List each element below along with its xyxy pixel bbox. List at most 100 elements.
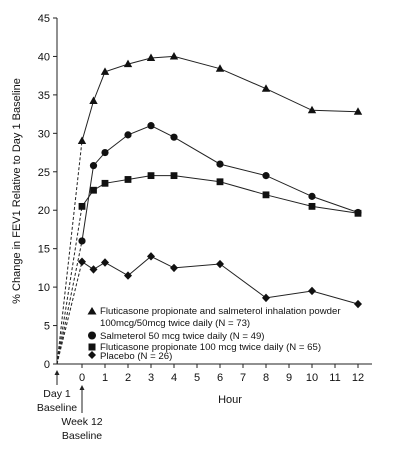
square-data-point bbox=[262, 191, 270, 199]
square-data-point bbox=[124, 176, 132, 183]
legend-label-series-3: Fluticasone propionate 100 mcg twice dai… bbox=[100, 342, 321, 353]
x-tick-label: 8 bbox=[263, 372, 269, 384]
plot-area bbox=[56, 51, 363, 365]
y-tick-label: 25 bbox=[38, 167, 50, 179]
x-axis-title: Hour bbox=[218, 394, 242, 406]
diamond-data-point bbox=[89, 265, 98, 274]
diamond-data-point bbox=[354, 299, 362, 309]
legend-item-series-1: Fluticasone propionate and salmeterol in… bbox=[87, 306, 341, 329]
triangle-data-point bbox=[77, 136, 87, 145]
legend-item-series-4: Placebo (N = 26) bbox=[88, 351, 172, 362]
triangle-data-point bbox=[261, 84, 271, 92]
circle-data-point bbox=[262, 172, 270, 180]
circle-data-point bbox=[89, 162, 98, 170]
circle-data-point bbox=[170, 133, 178, 141]
triangle-data-point bbox=[89, 96, 98, 105]
series-4-line bbox=[81, 255, 359, 305]
legend-label-series-2: Salmeterol 50 mcg twice daily (N = 49) bbox=[100, 331, 265, 342]
circle-data-point bbox=[216, 160, 224, 168]
square-data-point bbox=[78, 202, 86, 210]
x-tick-label: 6 bbox=[217, 372, 223, 384]
circle-data-point bbox=[308, 192, 316, 200]
y-tick-label: 20 bbox=[38, 205, 50, 217]
triangle-data-point bbox=[353, 107, 363, 115]
diamond-data-point bbox=[124, 271, 132, 280]
diamond-data-point bbox=[147, 252, 155, 261]
circle-data-point bbox=[101, 148, 109, 157]
legend-label-series-1-line2: 100mcg/50mcg twice daily (N = 73) bbox=[100, 318, 250, 329]
week12-baseline-label-line2: Baseline bbox=[62, 430, 102, 442]
x-tick-label: 7 bbox=[240, 372, 246, 384]
day1-baseline-arrow bbox=[54, 370, 60, 385]
square-data-point bbox=[90, 186, 97, 194]
x-tick-label: 11 bbox=[329, 372, 340, 384]
circle-data-point bbox=[147, 122, 155, 130]
y-tick-label: 5 bbox=[44, 321, 50, 333]
legend-diamond-marker bbox=[88, 351, 96, 359]
diamond-data-point bbox=[170, 263, 178, 273]
series-3-line bbox=[81, 175, 359, 214]
week12-baseline-arrow bbox=[79, 385, 85, 413]
y-tick-label: 40 bbox=[38, 51, 50, 63]
x-tick-label: 10 bbox=[306, 372, 318, 384]
x-tick-label: 3 bbox=[148, 372, 154, 384]
legend-item-series-3: Fluticasone propionate 100 mcg twice dai… bbox=[88, 342, 321, 353]
x-tick-label: 12 bbox=[352, 372, 364, 384]
circle-data-point bbox=[78, 237, 86, 245]
series-3-baseline-dashed-line bbox=[56, 206, 83, 365]
series-1-baseline-dashed-line bbox=[56, 140, 83, 365]
diamond-data-point bbox=[262, 293, 270, 303]
diamond-data-point bbox=[308, 286, 316, 296]
triangle-data-point bbox=[146, 53, 156, 61]
series-3-square bbox=[56, 172, 362, 365]
y-tick-label: 30 bbox=[38, 128, 50, 140]
x-tick-label: 9 bbox=[286, 372, 292, 384]
series-2-line bbox=[81, 125, 359, 242]
square-data-point bbox=[308, 202, 316, 210]
x-tick-label: 5 bbox=[194, 372, 200, 384]
square-data-point bbox=[354, 209, 362, 217]
y-tick-label: 10 bbox=[38, 282, 50, 294]
legend-square-marker bbox=[88, 343, 96, 351]
legend-label-series-4: Placebo (N = 26) bbox=[100, 351, 172, 362]
diamond-data-point bbox=[101, 258, 109, 267]
series-4-baseline-dashed-line bbox=[56, 261, 83, 365]
y-tick-label: 15 bbox=[38, 244, 50, 256]
triangle-data-point bbox=[169, 51, 179, 60]
day1-baseline-label-line2: Baseline bbox=[37, 402, 77, 414]
x-tick-label: 4 bbox=[171, 372, 177, 384]
legend-label-series-1-line1: Fluticasone propionate and salmeterol in… bbox=[100, 306, 341, 317]
x-tick-label: 1 bbox=[102, 372, 108, 384]
day1-baseline-label-line1: Day 1 bbox=[43, 388, 71, 400]
legend-triangle-marker bbox=[87, 307, 97, 315]
x-tick-label: 0 bbox=[79, 372, 85, 384]
triangle-data-point bbox=[123, 59, 133, 68]
legend: Fluticasone propionate and salmeterol in… bbox=[87, 306, 341, 362]
y-axis-title: % Change in FEV1 Relative to Day 1 Basel… bbox=[11, 78, 23, 304]
y-tick-label: 0 bbox=[44, 359, 50, 371]
square-data-point bbox=[101, 179, 109, 187]
y-tick-label: 35 bbox=[38, 90, 50, 102]
triangle-data-point bbox=[307, 105, 317, 114]
legend-item-series-2: Salmeterol 50 mcg twice daily (N = 49) bbox=[88, 331, 265, 342]
series-4-diamond bbox=[56, 252, 362, 365]
series-2-baseline-dashed-line bbox=[56, 240, 83, 365]
x-tick-label: 2 bbox=[125, 372, 131, 384]
square-data-point bbox=[170, 172, 178, 180]
series-1-triangle bbox=[56, 51, 363, 365]
square-data-point bbox=[147, 172, 155, 180]
triangle-data-point bbox=[100, 67, 110, 75]
legend-circle-marker bbox=[88, 331, 96, 340]
series-2-circle bbox=[56, 122, 362, 365]
series-1-line bbox=[81, 55, 359, 142]
diamond-data-point bbox=[78, 257, 86, 266]
week12-baseline-label-line1: Week 12 bbox=[61, 416, 102, 428]
diamond-data-point bbox=[216, 259, 224, 269]
circle-data-point bbox=[124, 131, 132, 139]
y-tick-label: 45 bbox=[38, 13, 50, 25]
triangle-data-point bbox=[215, 64, 225, 72]
square-data-point bbox=[216, 178, 224, 186]
